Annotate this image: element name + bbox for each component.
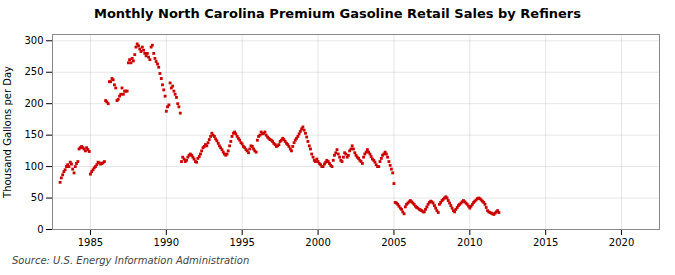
svg-text:300: 300: [24, 35, 43, 46]
svg-text:2010: 2010: [457, 237, 482, 248]
svg-text:100: 100: [24, 161, 43, 172]
svg-text:150: 150: [24, 129, 43, 140]
html-text:Source: U.S. Energy Informatio: Source: U.S. Energy Information Administ…: [12, 255, 250, 266]
svg-text:1985: 1985: [78, 237, 103, 248]
svg-text:200: 200: [24, 98, 43, 109]
svg-text:1995: 1995: [229, 237, 254, 248]
svg-text:Thousand Gallons per Day: Thousand Gallons per Day: [2, 66, 13, 199]
svg-text:0: 0: [37, 224, 43, 235]
svg-text:2005: 2005: [381, 237, 406, 248]
svg-text:50: 50: [31, 192, 44, 203]
svg-text:250: 250: [24, 66, 43, 77]
svg-text:2000: 2000: [305, 237, 330, 248]
svg-text:1990: 1990: [154, 237, 179, 248]
html-text:Monthly North Carolina Premium: Monthly North Carolina Premium Gasoline …: [94, 6, 581, 21]
svg-text:2020: 2020: [609, 237, 634, 248]
svg-text:2015: 2015: [533, 237, 558, 248]
